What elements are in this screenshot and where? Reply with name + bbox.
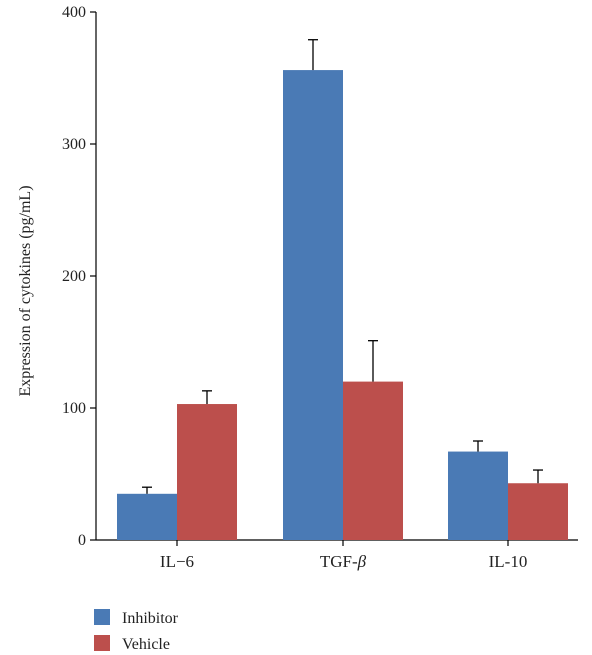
y-tick-label: 400 <box>62 4 86 21</box>
bar-inhibitor-1 <box>283 70 343 540</box>
bar-vehicle-1 <box>343 381 403 540</box>
x-tick-label: IL−6 <box>160 552 194 571</box>
error-bars <box>142 39 543 494</box>
x-tick-label: IL-10 <box>489 552 528 571</box>
bar-inhibitor-2 <box>448 451 508 540</box>
bar-vehicle-0 <box>177 404 237 540</box>
y-tick-label: 0 <box>78 532 86 549</box>
y-tick-label: 100 <box>62 400 86 417</box>
x-tick-label: TGF-β <box>320 552 367 571</box>
legend-label-inhibitor: Inhibitor <box>122 610 179 627</box>
y-ticks: 0 100 200 300 400 <box>62 4 96 549</box>
legend: Inhibitor Vehicle <box>94 609 179 653</box>
y-tick-label: 200 <box>62 268 86 285</box>
legend-swatch-vehicle <box>94 635 110 651</box>
y-axis-label: Expression of cytokines (pg/mL) <box>17 185 34 396</box>
x-tick-labels: IL−6 TGF-β IL-10 <box>160 540 527 571</box>
bar-vehicle-2 <box>508 483 568 540</box>
y-tick-label: 300 <box>62 136 86 153</box>
legend-label-vehicle: Vehicle <box>122 636 170 653</box>
bar-inhibitor-0 <box>117 493 177 540</box>
legend-swatch-inhibitor <box>94 609 110 625</box>
bars <box>117 70 568 540</box>
